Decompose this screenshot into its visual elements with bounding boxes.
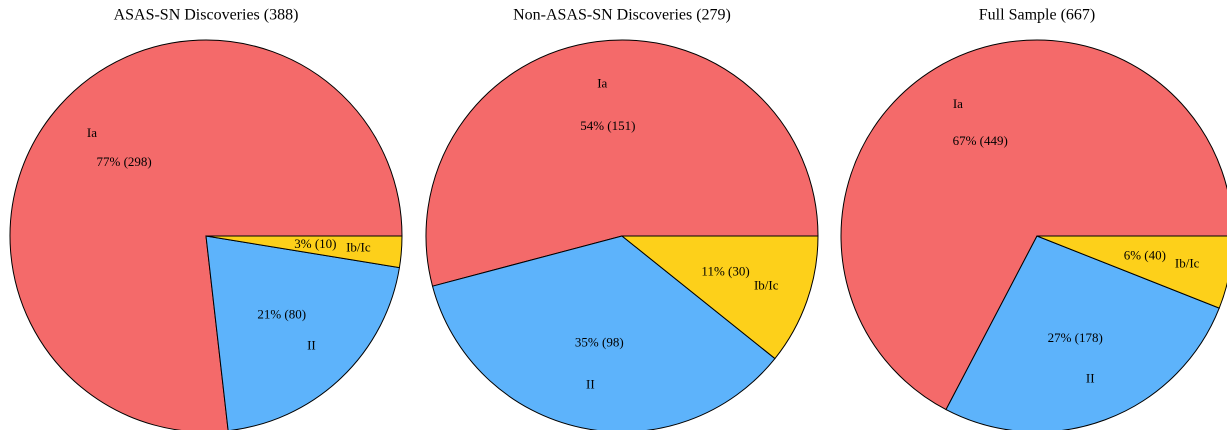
slice-label: II: [1086, 370, 1095, 385]
value-label: 54% (151): [580, 118, 635, 133]
pie-slice: [945, 235, 1220, 430]
slice-label: Ia: [597, 75, 607, 90]
slice-label: II: [586, 377, 595, 392]
pie-slice: [431, 235, 776, 430]
value-label: 77% (298): [96, 154, 151, 169]
chart-title: Non-ASAS-SN Discoveries (279): [513, 7, 731, 24]
value-label: 67% (449): [953, 133, 1008, 148]
chart-title: ASAS-SN Discoveries (388): [114, 7, 299, 24]
slice-label: Ib/Ic: [1175, 256, 1200, 271]
value-label: 35% (98): [575, 334, 624, 349]
value-label: 3% (10): [294, 236, 336, 251]
slice-label: Ia: [87, 125, 97, 140]
slice-label: Ib/Ic: [346, 239, 371, 254]
value-label: 11% (30): [701, 263, 749, 278]
value-label: 21% (80): [257, 306, 306, 321]
value-label: 6% (40): [1124, 248, 1166, 263]
pie-slice: [840, 39, 1227, 411]
slice-label: Ib/Ic: [754, 278, 779, 293]
pie-slice: [620, 235, 819, 360]
value-label: 27% (178): [1048, 330, 1103, 345]
pie-slice: [205, 235, 401, 430]
pie-slice: [9, 39, 403, 430]
chart-title: Full Sample (667): [979, 7, 1095, 24]
pie-slice: [205, 235, 403, 269]
slice-label: II: [307, 338, 316, 353]
pie-slice: [425, 39, 819, 287]
pie-slice: [1036, 235, 1227, 309]
slice-label: Ia: [953, 96, 963, 111]
